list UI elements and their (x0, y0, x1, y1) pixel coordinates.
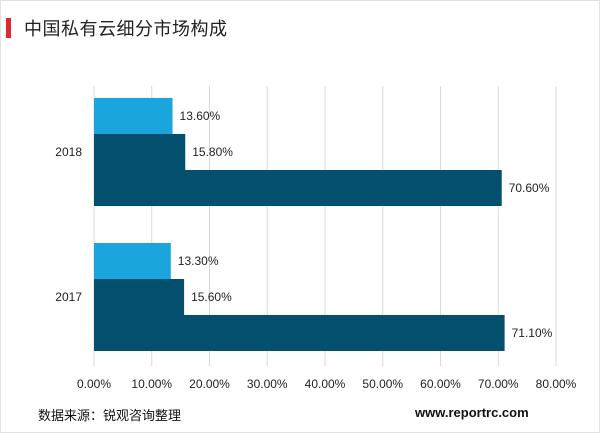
x-tick-label: 10.00% (131, 377, 172, 391)
x-tick-label: 0.00% (77, 377, 111, 391)
axis-layer: 0.00% 10.00% 20.00% 30.00% 40.00% 50.00% 60.00… (55, 145, 576, 391)
x-tick-label: 30.00% (247, 377, 288, 391)
data-label: 15.80% (192, 145, 233, 159)
bar (94, 134, 186, 170)
bar (94, 315, 505, 351)
data-label: 71.10% (512, 326, 553, 340)
x-tick-label: 60.00% (420, 377, 461, 391)
data-label: 13.60% (180, 109, 221, 123)
y-category-label: 2017 (55, 290, 82, 304)
bar (94, 170, 502, 206)
y-category-label: 2018 (55, 145, 82, 159)
data-label: 15.60% (191, 290, 232, 304)
label-layer: 13.60% 15.80% 70.60% 13.30% 15.60% 71.10% (178, 109, 553, 340)
bar (94, 98, 173, 134)
x-tick-label: 20.00% (189, 377, 230, 391)
data-source-note: 数据来源：锐观咨询整理 (38, 409, 182, 424)
x-tick-label: 40.00% (305, 377, 346, 391)
data-label: 13.30% (178, 254, 219, 268)
chart-title: 中国私有云细分市场构成 (24, 19, 228, 40)
x-tick-label: 80.00% (536, 377, 577, 391)
bar (94, 279, 185, 315)
data-label: 70.60% (509, 181, 550, 195)
website-url: www.reportrc.com (415, 405, 529, 420)
title-accent-bar (6, 18, 11, 38)
bar-layer (94, 98, 505, 351)
x-tick-label: 70.00% (478, 377, 519, 391)
x-tick-label: 50.00% (362, 377, 403, 391)
bar (94, 243, 171, 279)
